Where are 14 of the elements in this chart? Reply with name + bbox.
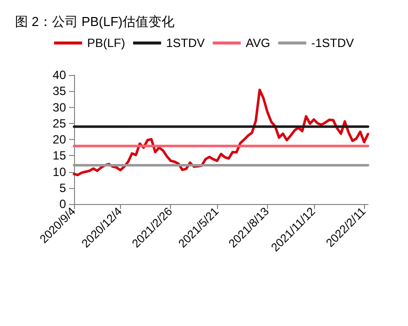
legend-label: AVG xyxy=(246,36,270,50)
legend-label: PB(LF) xyxy=(87,36,126,50)
y-tick-label: 5 xyxy=(59,180,66,195)
y-tick-label: 20 xyxy=(52,132,66,146)
legend-label: 1STDV xyxy=(166,36,205,50)
chart-title: 图 2：公司 PB(LF)估值变化 xyxy=(15,14,175,29)
y-tick-label: 15 xyxy=(52,148,66,163)
y-tick-label: 0 xyxy=(59,197,66,211)
y-tick-label: 35 xyxy=(52,84,66,98)
y-tick-label: 40 xyxy=(52,68,66,82)
legend-label: -1STDV xyxy=(311,36,354,50)
y-tick-label: 10 xyxy=(52,164,66,179)
y-tick-label: 25 xyxy=(52,116,66,130)
y-tick-label: 30 xyxy=(52,100,66,114)
